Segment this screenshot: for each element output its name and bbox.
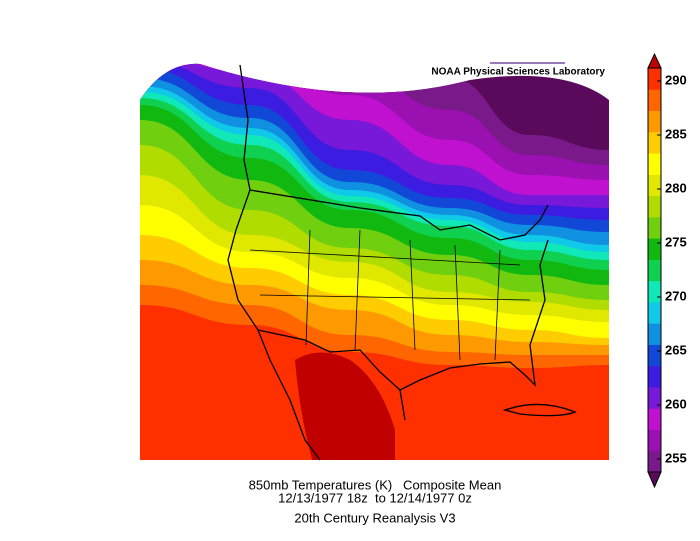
colorbar-band (648, 408, 661, 430)
title-line: 20th Century Reanalysis V3 (294, 510, 455, 525)
colorbar-band (648, 89, 661, 112)
cuba (502, 403, 577, 417)
colorbar-band (648, 174, 661, 197)
temperature-map (140, 63, 609, 461)
colorbar-tick-label: 260 (665, 396, 687, 411)
colorbar-band (648, 365, 661, 388)
title-line: 12/13/1977 18z to 12/14/1977 0z (278, 490, 472, 505)
colorbar-band (648, 301, 661, 324)
colorbar-tick-label: 290 (665, 72, 687, 87)
colorbar-band (648, 429, 661, 452)
colorbar-band (648, 450, 661, 473)
colorbar-band (648, 153, 661, 175)
colorbar-tick-label: 255 (665, 450, 687, 465)
coastline (227, 64, 321, 461)
colorbar-band (648, 238, 661, 260)
colorbar-tick-label: 270 (665, 288, 687, 303)
map-band (295, 352, 395, 461)
colorbar-band (648, 323, 661, 345)
gulf-coast (399, 239, 549, 391)
credit: NOAA Physical Sciences Laboratory (431, 67, 605, 78)
boundaries (227, 64, 577, 461)
colorbar-tick-label: 285 (665, 126, 687, 141)
colorbar-high (647, 52, 662, 69)
us-canada-border (249, 189, 549, 241)
colorbar-frame (647, 67, 662, 473)
colorbar-band (648, 280, 661, 303)
colorbar-tick-label: 275 (665, 234, 687, 249)
colorbar-band (648, 259, 661, 282)
colorbar-low (647, 471, 662, 489)
colorbar-band (648, 344, 661, 367)
colorbar-band (648, 216, 661, 239)
state-lines (249, 229, 531, 361)
title-line: 850mb Temperatures (K) Composite Mean (249, 477, 502, 492)
colorbar: 255 260 265 270 275 280 285 290 (647, 52, 687, 489)
colorbar-tick-label: 280 (665, 180, 687, 195)
colorbar-band (648, 386, 661, 409)
colorbar-band (648, 195, 661, 218)
colorbar-band (648, 131, 661, 154)
colorbar-band (648, 68, 661, 90)
colorbar-tick-label: 265 (665, 342, 687, 357)
colorbar-band (648, 110, 661, 133)
